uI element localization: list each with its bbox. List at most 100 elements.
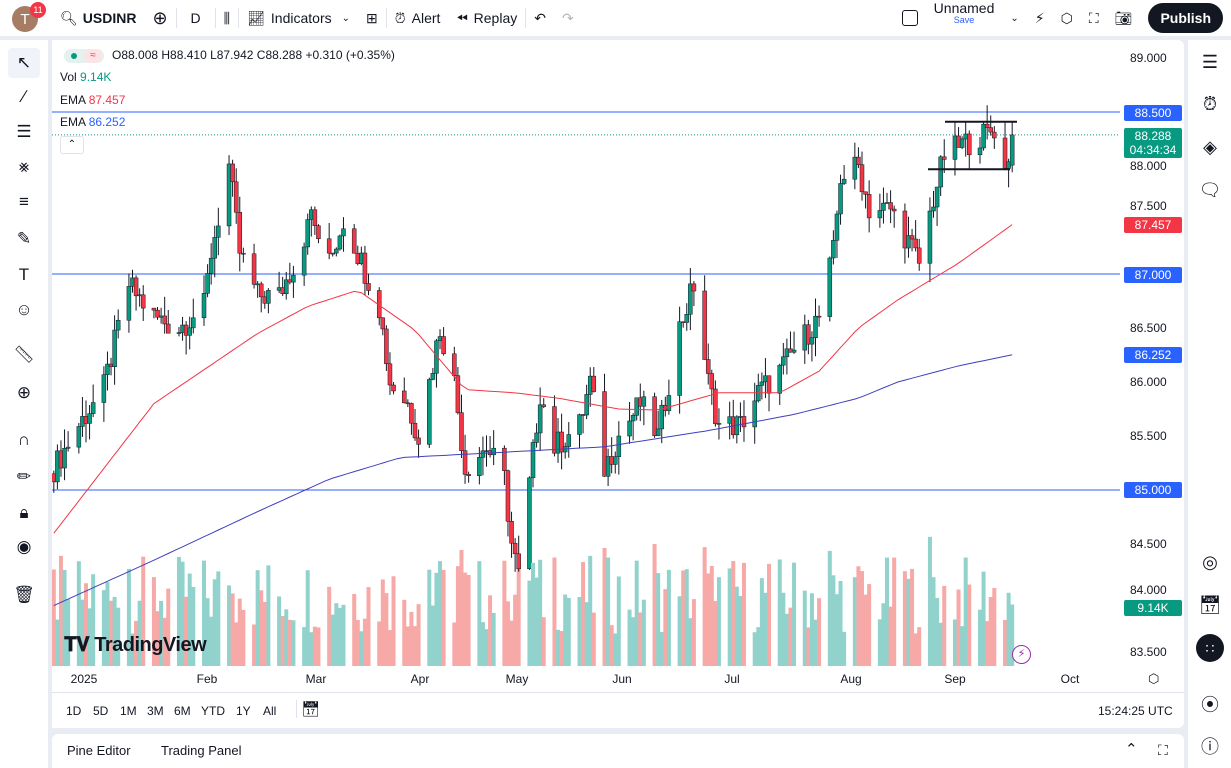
volume-bar: [963, 557, 968, 666]
range-ytd[interactable]: YTD: [201, 704, 225, 718]
pattern-tool[interactable]: ⨳: [8, 152, 40, 182]
zoom-tool[interactable]: ⊕: [8, 378, 40, 408]
layout-name[interactable]: Unnamed Save: [933, 0, 995, 25]
axis-settings-button[interactable]: ⬡: [1148, 671, 1159, 687]
cursor-tool[interactable]: ↖: [8, 48, 40, 78]
magnet-tool[interactable]: ∩: [8, 425, 40, 455]
candle-body: [362, 252, 368, 284]
templates-button[interactable]: ⊞: [358, 0, 386, 36]
ema-slow-legend[interactable]: EMA 86.252: [60, 115, 126, 129]
volume-bar: [159, 600, 164, 666]
volume-bar: [230, 593, 235, 666]
volume-bar: [366, 587, 371, 666]
target-button[interactable]: ◎: [1196, 548, 1224, 576]
indicators-button[interactable]: 📈︎ Indicators ⌄: [247, 9, 350, 27]
volume-bar: [706, 573, 711, 666]
visibility-toggle[interactable]: ≈: [64, 48, 104, 63]
range-6m[interactable]: 6M: [174, 704, 191, 718]
object-tree-button[interactable]: ◈: [1196, 133, 1224, 161]
volume-bar: [759, 578, 764, 666]
volume-bar: [126, 568, 131, 666]
calendar-button[interactable]: 📅︎: [1196, 591, 1224, 619]
range-1d[interactable]: 1D: [66, 704, 82, 718]
chat-button[interactable]: 🗨︎: [1196, 176, 1224, 204]
volume-bar: [756, 627, 761, 666]
candle-body: [938, 156, 943, 188]
forecast-icon: ≡: [19, 192, 29, 211]
fib-tool[interactable]: ☰: [8, 117, 40, 147]
layout-button[interactable]: [894, 0, 926, 36]
layout-menu-button[interactable]: ⌄: [1002, 0, 1026, 36]
goto-date-button[interactable]: 📅︎: [296, 700, 320, 718]
candle-body: [516, 553, 521, 570]
undo-button[interactable]: ↶: [526, 0, 554, 36]
collapse-panel-button[interactable]: ⌃: [1125, 740, 1138, 758]
hide-drawings-tool[interactable]: ◉: [8, 532, 40, 562]
candle-body: [126, 286, 132, 321]
magnet-icon: ∩: [17, 430, 31, 449]
watchlist-button[interactable]: ☰: [1196, 48, 1224, 76]
candle-body: [752, 400, 757, 428]
symbol-search[interactable]: 🔍︎ USDINR: [60, 9, 137, 27]
measure-tool[interactable]: 📏︎: [8, 340, 40, 370]
settings-button[interactable]: ⬡: [1053, 0, 1081, 36]
candle-body: [584, 394, 589, 416]
compare-button[interactable]: ⊕: [144, 0, 175, 36]
alerts-button[interactable]: ⏰︎: [1196, 90, 1224, 118]
text-icon: T: [18, 265, 30, 284]
volume-bar: [334, 603, 339, 666]
interval-button[interactable]: D: [190, 10, 201, 26]
fullscreen-button[interactable]: ⛶: [1081, 0, 1107, 36]
lightning-icon[interactable]: ⚡︎: [1012, 645, 1031, 664]
price-chart[interactable]: [52, 40, 1120, 666]
maximize-panel-button[interactable]: ⛶: [1158, 742, 1168, 759]
apps-button[interactable]: ∷: [1196, 634, 1224, 662]
last-price-tag: 88.288 04:34:34: [1124, 128, 1182, 158]
publish-button[interactable]: Publish: [1148, 3, 1223, 33]
volume-bar: [105, 581, 110, 666]
range-5d[interactable]: 5D: [93, 704, 109, 718]
candle-body: [402, 390, 407, 404]
volume-bar: [656, 573, 661, 666]
ema-fast-legend[interactable]: EMA 87.457: [60, 93, 126, 107]
brush-tool[interactable]: ✎: [8, 224, 40, 254]
tab-pine-editor[interactable]: Pine Editor: [67, 743, 131, 758]
candle-body: [655, 428, 661, 437]
volume-bar: [741, 562, 746, 666]
volume-bar: [359, 631, 364, 666]
replay-button[interactable]: ⏪︎ Replay: [456, 9, 518, 27]
volume-bar: [992, 588, 997, 666]
volume-bar: [109, 600, 114, 666]
collapse-legend-button[interactable]: ⌃: [60, 136, 84, 154]
help-button[interactable]: ⓘ: [1196, 732, 1224, 760]
emoji-tool[interactable]: ☺: [8, 295, 40, 325]
volume-bar: [58, 555, 63, 666]
signals-button[interactable]: ⦿: [1196, 690, 1224, 718]
delete-drawings-tool[interactable]: 🗑︎: [8, 580, 40, 610]
volume-bar: [834, 594, 839, 666]
snapshot-button[interactable]: 📷︎: [1107, 0, 1141, 36]
lock-all-tool[interactable]: 🔒︎: [8, 498, 40, 528]
range-all[interactable]: All: [263, 704, 277, 718]
indicators-icon: 📈︎: [247, 9, 265, 26]
volume-bar: [212, 579, 217, 666]
trend-line-tool[interactable]: ∕: [8, 82, 40, 112]
clock[interactable]: 15:24:25 UTC: [1098, 704, 1173, 718]
tab-trading-panel[interactable]: Trading Panel: [161, 743, 242, 758]
quick-search-button[interactable]: ⚡︎: [1027, 0, 1053, 36]
lock-drawing-tool[interactable]: ✏: [8, 462, 40, 492]
redo-button[interactable]: ↷: [554, 0, 582, 36]
volume-bar: [305, 570, 310, 666]
grid-icon: ⊞: [366, 9, 378, 26]
range-1m[interactable]: 1M: [120, 704, 137, 718]
candle-body: [841, 178, 847, 184]
forecast-tool[interactable]: ≡: [8, 187, 40, 217]
range-1y[interactable]: 1Y: [236, 704, 251, 718]
alert-button[interactable]: ⏰︎ Alert: [394, 9, 441, 27]
volume-legend[interactable]: Vol 9.14K: [60, 70, 112, 84]
candle-body: [305, 219, 310, 248]
range-3m[interactable]: 3M: [147, 704, 164, 718]
chart-type-button[interactable]: ⫼: [216, 0, 238, 36]
volume-bar: [166, 588, 171, 666]
text-tool[interactable]: T: [8, 260, 40, 290]
